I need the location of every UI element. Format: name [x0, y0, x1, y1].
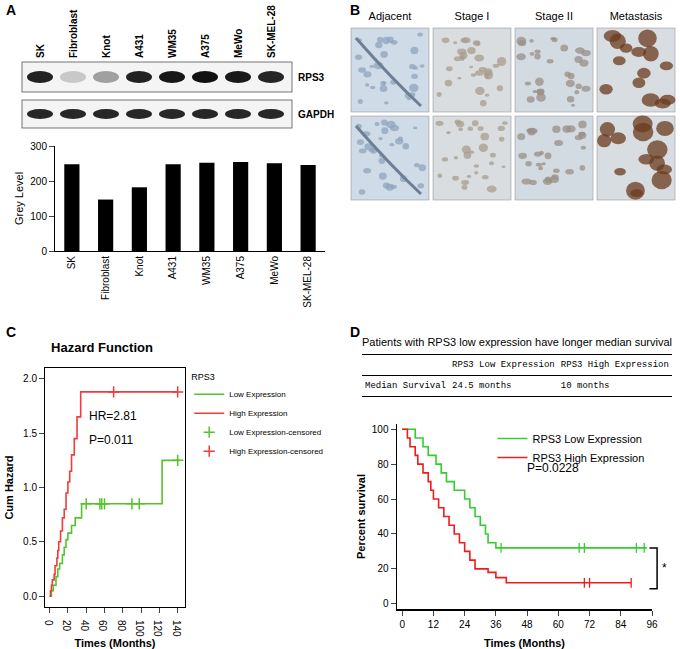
- svg-text:84: 84: [615, 619, 627, 630]
- html-text:A: A: [6, 2, 17, 18]
- svg-text:Metastasis: Metastasis: [610, 10, 663, 22]
- svg-text:100: 100: [134, 620, 145, 637]
- svg-text:RPS3 Low Expression: RPS3 Low Expression: [532, 433, 641, 445]
- svg-text:0: 0: [383, 598, 389, 609]
- svg-text:80: 80: [116, 620, 127, 632]
- svg-text:High Expression: High Expression: [229, 409, 287, 418]
- svg-text:60: 60: [97, 620, 108, 632]
- svg-text:0.0: 0.0: [23, 591, 37, 602]
- svg-text:48: 48: [522, 619, 534, 630]
- svg-text:1.5: 1.5: [23, 428, 37, 439]
- svg-text:*: *: [662, 561, 667, 575]
- svg-text:20: 20: [377, 563, 389, 574]
- svg-text:0.5: 0.5: [23, 536, 37, 547]
- html-text:B: B: [350, 2, 361, 18]
- svg-text:WM35: WM35: [167, 29, 178, 58]
- svg-text:96: 96: [646, 619, 658, 630]
- html-text:10 months: 10 months: [560, 381, 610, 391]
- svg-text:HR=2.81: HR=2.81: [89, 409, 137, 423]
- svg-text:RPS3: RPS3: [191, 372, 215, 382]
- svg-text:GAPDH: GAPDH: [298, 109, 334, 120]
- svg-text:Grey Level: Grey Level: [13, 172, 25, 225]
- html-text:Median Survival: Median Survival: [365, 381, 446, 391]
- svg-text:A375: A375: [235, 256, 246, 280]
- svg-text:60: 60: [377, 494, 389, 505]
- svg-text:RPS3: RPS3: [298, 72, 325, 83]
- html-text:24.5 months: 24.5 months: [452, 381, 512, 391]
- svg-text:Low Expression: Low Expression: [229, 390, 285, 399]
- svg-text:Hazard Function: Hazard Function: [51, 340, 153, 355]
- svg-text:SK: SK: [66, 256, 77, 270]
- svg-text:Times (Months): Times (Months): [74, 637, 155, 649]
- svg-text:0: 0: [41, 246, 47, 257]
- svg-text:Knot: Knot: [134, 256, 145, 277]
- svg-text:100: 100: [30, 211, 47, 222]
- svg-text:Stage I: Stage I: [455, 10, 490, 22]
- svg-text:Fibroblast: Fibroblast: [68, 9, 79, 58]
- svg-text:60: 60: [553, 619, 565, 630]
- svg-text:Fibroblast: Fibroblast: [100, 256, 111, 300]
- svg-text:0: 0: [43, 620, 54, 626]
- svg-text:24: 24: [459, 619, 471, 630]
- svg-text:A431: A431: [167, 256, 178, 280]
- svg-text:RPS3 High Expression: RPS3 High Expression: [532, 452, 644, 464]
- svg-text:72: 72: [584, 619, 596, 630]
- html-text:RPS3 High Expression: RPS3 High Expression: [560, 360, 669, 370]
- svg-text:Knot: Knot: [101, 35, 112, 58]
- svg-text:300: 300: [30, 141, 47, 152]
- svg-text:WM35: WM35: [201, 256, 212, 285]
- svg-text:80: 80: [377, 459, 389, 470]
- svg-text:1.0: 1.0: [23, 482, 37, 493]
- svg-text:12: 12: [428, 619, 440, 630]
- html-text:D: D: [350, 324, 361, 340]
- svg-text:High Expression-censored: High Expression-censored: [229, 447, 323, 456]
- svg-text:A431: A431: [134, 34, 145, 58]
- svg-text:100: 100: [372, 424, 389, 435]
- html-text:Patients with RPS3 low express: Patients with RPS3 low expression have l…: [362, 336, 672, 348]
- svg-text:2.0: 2.0: [23, 373, 37, 384]
- svg-text:Low Expression-censored: Low Expression-censored: [229, 428, 321, 437]
- svg-text:40: 40: [377, 528, 389, 539]
- svg-text:P=0.011: P=0.011: [89, 433, 133, 447]
- svg-text:SK-MEL-28: SK-MEL-28: [266, 5, 277, 58]
- svg-text:Stage II: Stage II: [535, 10, 573, 22]
- svg-text:MeWo: MeWo: [233, 29, 244, 58]
- svg-text:Cum Hazard: Cum Hazard: [3, 455, 15, 519]
- svg-text:0: 0: [399, 619, 405, 630]
- html-text:C: C: [6, 324, 17, 340]
- svg-text:140: 140: [171, 620, 182, 637]
- svg-text:P=0.0228: P=0.0228: [527, 461, 579, 475]
- svg-text:SK-MEL-28: SK-MEL-28: [302, 256, 313, 308]
- svg-text:40: 40: [79, 620, 90, 632]
- html-text:RPS3 Low Expression: RPS3 Low Expression: [452, 360, 555, 370]
- svg-text:MeWo: MeWo: [269, 256, 280, 285]
- svg-text:200: 200: [30, 176, 47, 187]
- svg-text:36: 36: [490, 619, 502, 630]
- svg-text:SK: SK: [35, 43, 46, 58]
- svg-text:Adjacent: Adjacent: [369, 10, 412, 22]
- svg-text:A375: A375: [200, 34, 211, 58]
- svg-text:Times (Months): Times (Months): [484, 637, 565, 649]
- svg-text:120: 120: [152, 620, 163, 637]
- svg-text:20: 20: [61, 620, 72, 632]
- svg-text:Percent survival: Percent survival: [355, 474, 367, 559]
